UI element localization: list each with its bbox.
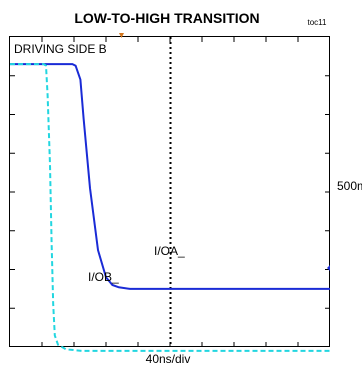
figure-id: toc11 [308, 18, 328, 27]
chart-title: LOW-TO-HIGH TRANSITION [74, 10, 259, 26]
trace-iob [10, 63, 330, 352]
trigger-marker [119, 33, 124, 38]
series-label-ioa: I/OA_ [154, 244, 185, 258]
x-scale-label: 40ns/div [146, 352, 191, 366]
y-scale-label: 500mV/div [337, 179, 362, 193]
trace-ioa [10, 63, 330, 290]
traces [10, 63, 330, 352]
series-label-iob: I/OB_ [88, 270, 119, 284]
annotation-driving-side: DRIVING SIDE B [14, 42, 107, 56]
graticule [10, 37, 330, 347]
ground-marker [327, 265, 330, 271]
